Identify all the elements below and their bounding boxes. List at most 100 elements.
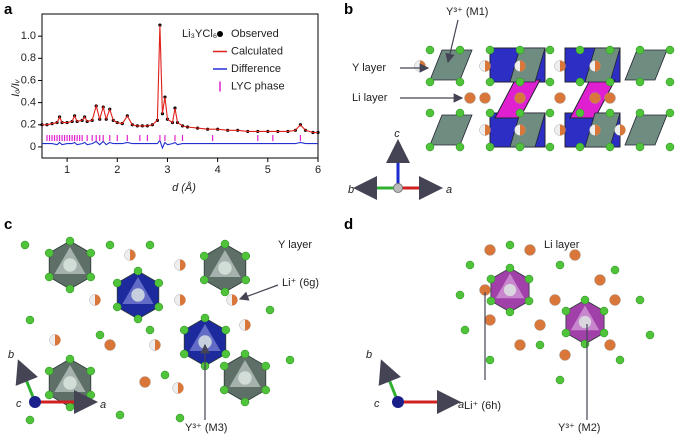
cl-atom — [465, 260, 475, 270]
axis-arrow — [15, 359, 38, 403]
layer-label: Li layer — [352, 92, 388, 104]
cl-atom — [86, 390, 96, 400]
legend-marker — [217, 31, 223, 37]
axis-arrow — [378, 359, 401, 403]
y-atom — [578, 315, 592, 329]
cl-atom — [240, 397, 250, 407]
pointer — [238, 284, 279, 301]
cl-atom — [65, 402, 75, 412]
li-atom-half — [232, 294, 238, 306]
cl-atom — [455, 290, 465, 300]
cl-atom — [486, 296, 496, 306]
cl-atom — [221, 349, 231, 359]
cl-atom — [86, 272, 96, 282]
y-tick-label: 0.8 — [21, 52, 36, 64]
y-tick-label: 1.0 — [21, 30, 36, 42]
panel-label: c — [4, 216, 12, 233]
cl-atom — [241, 275, 251, 285]
cl-atom — [575, 45, 585, 55]
cl-atom — [425, 108, 435, 118]
li-atom — [479, 92, 491, 104]
polyhedron — [624, 49, 668, 81]
cl-atom — [219, 361, 229, 371]
cl-atom — [555, 375, 565, 385]
li-atom — [559, 349, 571, 361]
axis-label: a — [100, 399, 106, 411]
cl-atom — [145, 325, 155, 335]
y-atom — [503, 283, 517, 297]
structures — [15, 19, 675, 425]
layer-label: Y layer — [278, 239, 312, 251]
cl-atom — [44, 390, 54, 400]
cl-atom — [605, 108, 615, 118]
cl-atom — [160, 370, 170, 380]
polyhedron — [429, 49, 473, 81]
cl-atom — [485, 142, 495, 152]
layer-label: Y layer — [352, 62, 386, 74]
site-label: Li⁺ (6g) — [282, 277, 319, 289]
series-line — [42, 139, 318, 150]
li-atom — [104, 339, 116, 351]
axis-label: c — [16, 398, 22, 410]
cl-atom — [175, 413, 185, 423]
cl-atom — [515, 108, 525, 118]
polyhedron — [624, 114, 668, 146]
cl-atom — [20, 240, 30, 250]
cl-atom — [199, 275, 209, 285]
y-atom — [63, 258, 77, 272]
cl-atom — [561, 328, 571, 338]
li-atom — [484, 244, 496, 256]
li-atom-half — [178, 382, 184, 394]
cl-atom — [524, 296, 534, 306]
axis-label: b — [348, 184, 354, 196]
cl-atom — [105, 240, 115, 250]
y-tick-label: 0.2 — [21, 119, 36, 131]
polyhedron — [584, 47, 621, 83]
data-point — [158, 23, 162, 27]
cl-atom — [44, 366, 54, 376]
cl-atom — [635, 77, 645, 87]
cl-atom — [455, 108, 465, 118]
cl-atom — [95, 330, 105, 340]
legend-label: Difference — [231, 63, 281, 75]
cl-atom — [133, 266, 143, 276]
cl-atom — [65, 236, 75, 246]
cl-atom — [133, 314, 143, 324]
cl-atom — [615, 355, 625, 365]
li-atom-half — [620, 124, 626, 136]
panel-label: b — [344, 1, 353, 18]
y-axis-label: Iₒ/Iᵥ — [10, 79, 22, 97]
cl-atom — [221, 325, 231, 335]
cl-atom — [455, 142, 465, 152]
li-atom — [549, 294, 561, 306]
cl-atom — [486, 274, 496, 284]
cl-atom — [505, 263, 515, 273]
axis-label: c — [394, 128, 400, 140]
axis-origin — [393, 183, 403, 193]
layer-label: Li layer — [544, 239, 580, 251]
cl-atom — [485, 355, 495, 365]
y-tick-label: 0.4 — [21, 97, 36, 109]
cl-atom — [635, 45, 645, 55]
cl-atom — [460, 325, 470, 335]
cl-atom — [524, 274, 534, 284]
polyhedron — [584, 112, 621, 148]
site-label: Y³⁺ (M2) — [558, 422, 600, 434]
cl-atom — [665, 142, 675, 152]
y-tick-label: 0 — [30, 141, 36, 153]
cl-atom — [219, 385, 229, 395]
cl-atom — [545, 45, 555, 55]
cl-atom — [665, 45, 675, 55]
cl-atom — [575, 142, 585, 152]
cl-atom — [485, 77, 495, 87]
li-atom — [609, 294, 621, 306]
cl-atom — [179, 349, 189, 359]
x-axis-label: d (Å) — [172, 181, 196, 194]
li-atom — [604, 339, 616, 351]
cl-atom — [44, 248, 54, 258]
cl-atom — [580, 295, 590, 305]
cl-atom — [455, 77, 465, 87]
li-atom — [569, 249, 581, 261]
axis-label: b — [8, 349, 14, 361]
cl-atom — [515, 45, 525, 55]
